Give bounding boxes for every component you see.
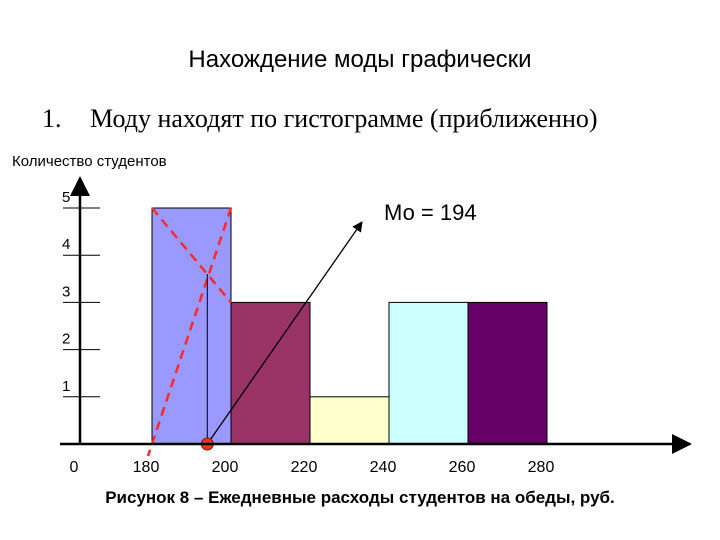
histogram-bar-3	[309, 396, 390, 445]
x-tick-label-220: 220	[291, 459, 318, 476]
y-tick-label-4: 4	[62, 236, 70, 253]
x-tick-label-200: 200	[212, 459, 239, 476]
x-tick-label-180: 180	[133, 459, 160, 476]
figure-caption: Рисунок 8 – Ежедневные расходы студентов…	[105, 488, 615, 507]
y-tick-label-2: 2	[62, 331, 70, 348]
point-line: 1. Моду находят по гистограмме (приближен…	[42, 104, 702, 134]
y-tick-label-3: 3	[62, 283, 70, 300]
slide-title: Нахождение моды графически	[188, 46, 532, 73]
histogram-bar-4	[388, 301, 469, 445]
point-number: 1.	[42, 104, 62, 133]
x-tick-label-260: 260	[449, 459, 476, 476]
x-tick-label-240: 240	[370, 459, 397, 476]
point-text: Моду находят по гистограмме (приближенно…	[90, 104, 598, 133]
y-axis-label: Количество студентов	[12, 153, 167, 170]
y-tick-label-1: 1	[62, 378, 70, 395]
mode-arrow	[206, 221, 363, 445]
y-tick-label-5: 5	[62, 189, 70, 206]
mode-annotation: Мо = 194	[384, 200, 477, 225]
x-tick-label-280: 280	[528, 459, 555, 476]
histogram-bar-5	[467, 301, 548, 445]
mode-construction-line-2	[146, 207, 233, 457]
x-tick-label-0: 0	[70, 459, 79, 476]
mode-construction-line-1	[151, 207, 232, 304]
histogram-bar-2	[230, 301, 311, 445]
